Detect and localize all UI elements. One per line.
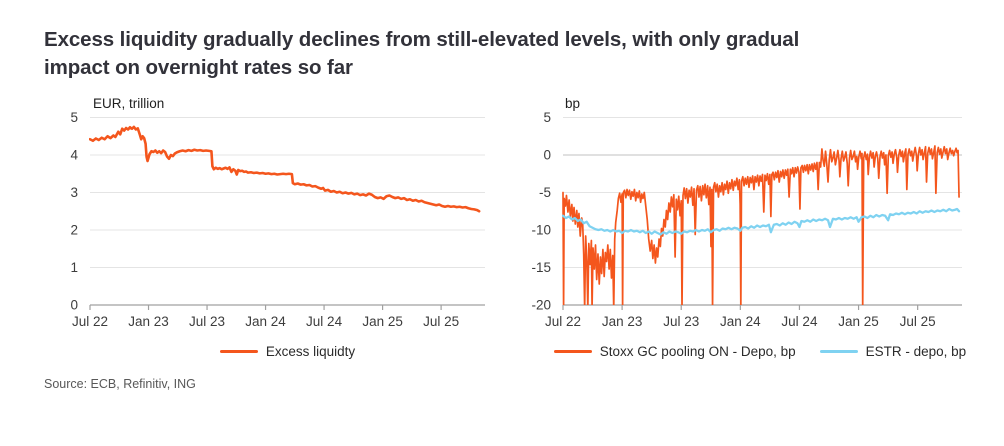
page-title-line-1: Excess liquidity gradually declines from… — [44, 28, 800, 51]
svg-text:Jul 22: Jul 22 — [545, 314, 581, 329]
liquidity-svg: 0 1 2 3 4 5 Jul 22 Jan 23 Jul 23 Jan 24 Jul 24 Jan … — [70, 110, 485, 329]
right-y-axis-unit-label: bp — [565, 96, 581, 111]
svg-text:0: 0 — [543, 148, 551, 163]
rates-svg: -20 -15 -10 -5 0 5 Jul 22 Jan 23 Jul 23 Jan 24 Jul… — [531, 110, 962, 329]
svg-text:Jul 24: Jul 24 — [306, 314, 343, 329]
legend-label-excess-liquidity: Excess liquidty — [265, 344, 356, 359]
legend-item-stoxx-gc: Stoxx GC pooling ON - Depo, bp — [553, 344, 796, 359]
svg-text:Jan 25: Jan 25 — [362, 314, 403, 329]
excess-liquidity-chart: 0 1 2 3 4 5 Jul 22 Jan 23 Jul 23 Jan 24 Jul 24 Jan … — [40, 90, 510, 342]
svg-text:5: 5 — [70, 110, 78, 125]
svg-text:-20: -20 — [531, 298, 551, 313]
overnight-rates-chart-canvas: -20 -15 -10 -5 0 5 Jul 22 Jan 23 Jul 23 Jan 24 Jul… — [516, 90, 992, 342]
svg-text:Jan 24: Jan 24 — [720, 314, 761, 329]
svg-text:2: 2 — [70, 223, 78, 238]
svg-text:Jul 25: Jul 25 — [900, 314, 936, 329]
svg-text:4: 4 — [70, 148, 78, 163]
orange-line-swatch — [219, 350, 258, 353]
svg-text:Jul 24: Jul 24 — [781, 314, 818, 329]
overnight-rates-legend: Stoxx GC pooling ON - Depo, bp ESTR - de… — [536, 344, 984, 359]
svg-text:0: 0 — [70, 298, 78, 313]
svg-text:Jan 24: Jan 24 — [245, 314, 286, 329]
svg-text:-15: -15 — [531, 260, 551, 275]
svg-text:3: 3 — [70, 185, 78, 200]
excess-liquidity-chart-canvas: 0 1 2 3 4 5 Jul 22 Jan 23 Jul 23 Jan 24 Jul 24 Jan … — [40, 90, 510, 342]
svg-text:Jul 23: Jul 23 — [663, 314, 699, 329]
legend-item-estr: ESTR - depo, bp — [819, 344, 967, 359]
svg-text:Jul 23: Jul 23 — [189, 314, 225, 329]
blue-line-swatch — [819, 350, 858, 353]
svg-text:Jan 23: Jan 23 — [602, 314, 643, 329]
left-y-axis-unit-label: EUR, trillion — [93, 96, 165, 111]
legend-label-estr: ESTR - depo, bp — [865, 344, 967, 359]
legend-label-stoxx-gc: Stoxx GC pooling ON - Depo, bp — [599, 344, 796, 359]
svg-text:Jul 22: Jul 22 — [72, 314, 108, 329]
svg-text:1: 1 — [70, 260, 78, 275]
svg-text:Jan 25: Jan 25 — [838, 314, 879, 329]
svg-text:Jul 25: Jul 25 — [423, 314, 459, 329]
legend-item-excess-liquidity: Excess liquidty — [219, 344, 356, 359]
svg-text:Jan 23: Jan 23 — [128, 314, 169, 329]
overnight-rates-chart: -20 -15 -10 -5 0 5 Jul 22 Jan 23 Jul 23 Jan 24 Jul… — [516, 90, 992, 342]
orange-line-swatch — [553, 350, 592, 353]
svg-text:5: 5 — [543, 110, 551, 125]
page-title-line-2: impact on overnight rates so far — [44, 55, 353, 79]
source-note: Source: ECB, Refinitiv, ING — [44, 377, 196, 391]
svg-text:-10: -10 — [531, 223, 551, 238]
excess-liquidity-legend: Excess liquidty — [90, 344, 485, 359]
svg-text:-5: -5 — [539, 185, 551, 200]
page-title: Excess liquidity gradually declines from… — [44, 26, 799, 81]
